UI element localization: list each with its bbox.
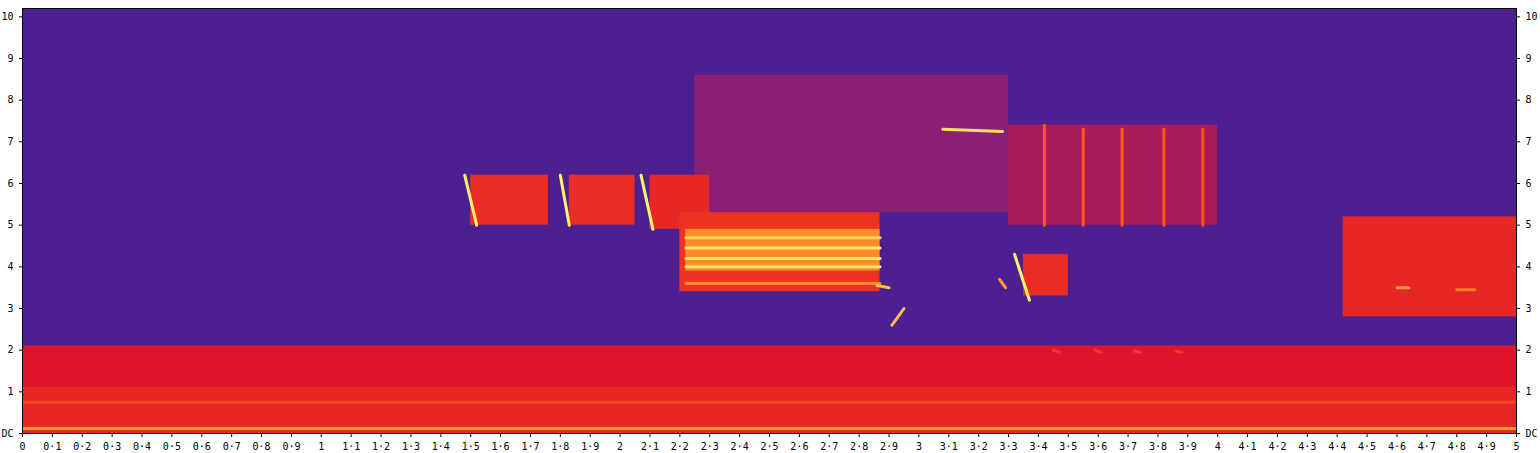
svg-text:3: 3	[7, 303, 13, 314]
svg-text:3: 3	[916, 441, 922, 452]
svg-text:4: 4	[7, 261, 13, 272]
svg-text:1·7: 1·7	[521, 441, 539, 452]
svg-text:3: 3	[1526, 303, 1532, 314]
svg-text:7: 7	[1526, 136, 1532, 147]
svg-text:2·6: 2·6	[790, 441, 808, 452]
svg-text:4·6: 4·6	[1388, 441, 1406, 452]
svg-text:0·3: 0·3	[103, 441, 121, 452]
svg-text:1·8: 1·8	[551, 441, 569, 452]
svg-text:4·4: 4·4	[1328, 441, 1346, 452]
svg-text:1·6: 1·6	[492, 441, 510, 452]
svg-text:0·9: 0·9	[282, 441, 300, 452]
svg-text:2: 2	[617, 441, 623, 452]
svg-text:4·7: 4·7	[1418, 441, 1436, 452]
svg-text:5: 5	[7, 219, 13, 230]
svg-text:2·5: 2·5	[760, 441, 778, 452]
svg-text:3·6: 3·6	[1089, 441, 1107, 452]
svg-text:1·4: 1·4	[432, 441, 450, 452]
svg-text:0·6: 0·6	[193, 441, 211, 452]
svg-text:7: 7	[7, 136, 13, 147]
svg-text:1·1: 1·1	[342, 441, 360, 452]
svg-text:2: 2	[1526, 344, 1532, 355]
svg-text:0·2: 0·2	[73, 441, 91, 452]
svg-text:1·2: 1·2	[372, 441, 390, 452]
svg-text:4·8: 4·8	[1448, 441, 1466, 452]
svg-text:3·2: 3·2	[970, 441, 988, 452]
svg-text:5: 5	[1526, 219, 1532, 230]
svg-text:2·3: 2·3	[701, 441, 719, 452]
svg-text:3·7: 3·7	[1119, 441, 1137, 452]
svg-text:2: 2	[7, 344, 13, 355]
svg-text:3·4: 3·4	[1029, 441, 1047, 452]
svg-text:4: 4	[1215, 441, 1221, 452]
svg-text:10: 10	[1526, 11, 1538, 22]
svg-text:2·1: 2·1	[641, 441, 659, 452]
svg-text:0·4: 0·4	[133, 441, 151, 452]
svg-text:2·4: 2·4	[731, 441, 749, 452]
svg-text:0·5: 0·5	[163, 441, 181, 452]
svg-text:DC: DC	[1, 428, 13, 439]
svg-text:3·1: 3·1	[940, 441, 958, 452]
svg-text:1: 1	[318, 441, 324, 452]
svg-text:2·8: 2·8	[850, 441, 868, 452]
svg-text:6: 6	[1526, 178, 1532, 189]
svg-text:0·8: 0·8	[253, 441, 271, 452]
svg-text:1·9: 1·9	[581, 441, 599, 452]
svg-text:4·5: 4·5	[1358, 441, 1376, 452]
svg-text:3·3: 3·3	[1000, 441, 1018, 452]
svg-text:2·9: 2·9	[880, 441, 898, 452]
svg-text:3·8: 3·8	[1149, 441, 1167, 452]
svg-text:6: 6	[7, 178, 13, 189]
svg-text:8: 8	[7, 94, 13, 105]
svg-text:10: 10	[1, 11, 13, 22]
svg-text:9: 9	[7, 53, 13, 64]
svg-text:0·7: 0·7	[223, 441, 241, 452]
svg-text:5: 5	[1513, 441, 1519, 452]
svg-text:3·9: 3·9	[1179, 441, 1197, 452]
svg-text:2·7: 2·7	[820, 441, 838, 452]
svg-text:1: 1	[1526, 386, 1532, 397]
svg-text:9: 9	[1526, 53, 1532, 64]
svg-text:4: 4	[1526, 261, 1532, 272]
svg-text:0·1: 0·1	[43, 441, 61, 452]
svg-text:1·5: 1·5	[462, 441, 480, 452]
svg-text:DC: DC	[1526, 428, 1538, 439]
svg-text:4·9: 4·9	[1478, 441, 1496, 452]
svg-text:1·3: 1·3	[402, 441, 420, 452]
svg-text:4·1: 4·1	[1239, 441, 1257, 452]
svg-text:4·2: 4·2	[1268, 441, 1286, 452]
svg-text:4·3: 4·3	[1298, 441, 1316, 452]
svg-text:8: 8	[1526, 94, 1532, 105]
svg-text:2·2: 2·2	[671, 441, 689, 452]
svg-text:3·5: 3·5	[1059, 441, 1077, 452]
svg-text:1: 1	[7, 386, 13, 397]
svg-text:0: 0	[19, 441, 25, 452]
